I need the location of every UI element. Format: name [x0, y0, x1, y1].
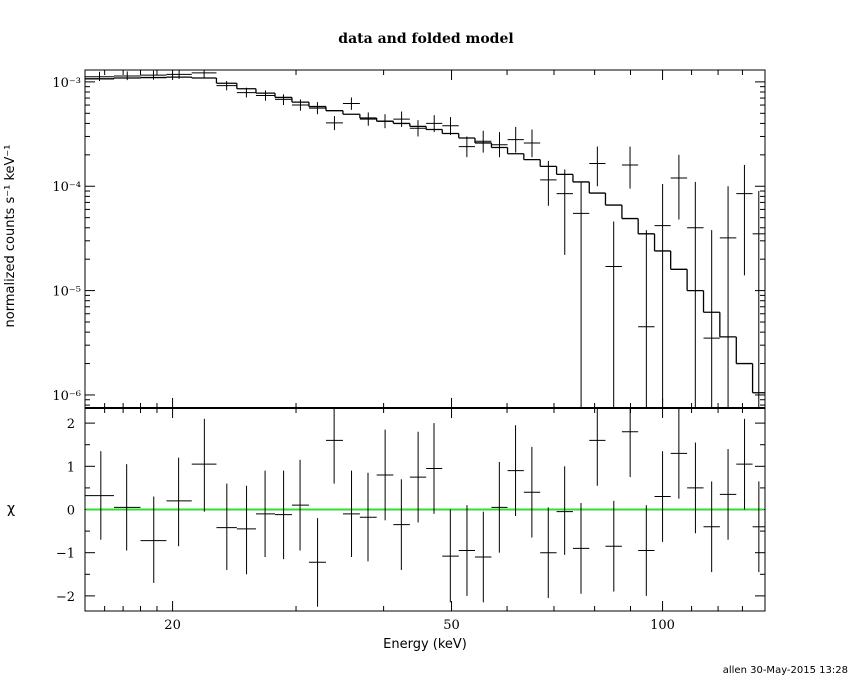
residual-data-point	[507, 425, 524, 516]
spectrum-data-point	[442, 117, 459, 135]
residual-data-point	[442, 509, 459, 603]
residual-data-point	[605, 500, 622, 592]
residual-data-point	[308, 518, 326, 607]
residual-data-point	[114, 464, 141, 551]
spectrum-data-point	[291, 99, 309, 111]
spectrum-data-point	[687, 181, 704, 408]
residual-data-point	[474, 511, 492, 603]
spectrum-data-point	[275, 94, 292, 106]
residual-data-point	[191, 418, 217, 512]
spectrum-data-point	[166, 70, 192, 79]
residual-data-point	[572, 503, 590, 594]
y-tick-label: −1	[56, 547, 75, 562]
residual-data-point	[654, 451, 671, 542]
residual-data-point	[670, 408, 688, 499]
y-tick-label: 0	[67, 504, 75, 519]
x-tick-label: 20	[164, 618, 181, 633]
residual-data-point	[166, 457, 192, 547]
spectrum-data-point	[255, 90, 276, 101]
residual-data-point	[325, 408, 343, 484]
spectrum-data-points	[85, 70, 765, 408]
spectrum-data-point	[572, 181, 590, 408]
footer-stamp: allen 30-May-2015 13:28	[723, 665, 848, 676]
residual-data-point	[255, 470, 276, 558]
spectrum-data-point	[409, 120, 427, 137]
x-axis-label: Energy (keV)	[383, 637, 467, 652]
residual-data-point	[216, 483, 237, 570]
spectrum-data-point	[540, 160, 557, 206]
spectrum-data-point	[703, 230, 720, 408]
spectrum-data-point	[325, 116, 343, 131]
spectrum-data-point	[523, 129, 541, 158]
residual-data-point	[236, 485, 256, 575]
y-tick-label: 10⁻⁵	[52, 285, 81, 300]
spectrum-data-point	[474, 130, 492, 153]
residual-data-point	[409, 431, 427, 523]
x-tick-label: 100	[650, 618, 675, 633]
spectrum-data-point	[376, 114, 394, 129]
spectrum-data-point	[556, 169, 573, 255]
residual-data-point	[491, 461, 508, 553]
spectrum-data-point	[85, 71, 115, 81]
spectrum-data-point	[393, 111, 410, 127]
spectrum-data-point	[359, 112, 377, 126]
residual-data-point	[393, 479, 410, 570]
spectrum-data-point	[752, 191, 765, 408]
spectrum-y-axis-label: normalized counts s⁻¹ keV⁻¹	[3, 145, 18, 328]
residual-data-point	[752, 481, 765, 573]
spectrum-data-point	[491, 132, 508, 158]
spectrum-data-point	[507, 126, 524, 153]
spectrum-data-point	[589, 146, 606, 187]
spectrum-data-point	[426, 115, 443, 133]
y-tick-label: −2	[56, 590, 75, 605]
residual-data-point	[426, 423, 443, 514]
spectrum-data-point	[342, 97, 360, 110]
spectrum-data-point	[191, 70, 217, 78]
residual-data-point	[719, 449, 737, 540]
y-tick-label: 2	[67, 417, 75, 432]
y-tick-label: 10⁻⁴	[52, 180, 81, 195]
spectrum-axis-ticks: 10⁻³ 10⁻⁴ 10⁻⁵ 10⁻⁶	[52, 70, 766, 408]
spectrum-data-point	[308, 102, 326, 115]
residual-data-point	[458, 505, 475, 596]
spectrum-data-point	[114, 71, 141, 81]
residual-data-point	[556, 466, 573, 555]
residual-y-axis-label: χ	[7, 501, 15, 517]
residual-data-point	[359, 472, 377, 562]
residual-data-point	[703, 481, 720, 573]
spectrum-data-point	[638, 230, 655, 408]
spectrum-data-point	[670, 154, 688, 220]
spectrum-data-point	[654, 184, 671, 408]
residual-data-point	[275, 470, 292, 560]
residual-data-point	[291, 459, 309, 551]
spectrum-data-point	[736, 164, 753, 276]
chart-title: data and folded model	[338, 31, 513, 47]
y-tick-label: 10⁻³	[52, 76, 81, 91]
y-tick-label: 10⁻⁶	[52, 389, 81, 404]
residual-data-point	[540, 507, 557, 599]
spectrum-data-point	[621, 146, 639, 189]
residual-data-points	[85, 408, 765, 607]
spectrum-data-point	[236, 87, 256, 98]
residual-data-point	[589, 408, 606, 486]
residual-data-point	[85, 451, 115, 540]
residual-data-point	[621, 408, 639, 478]
spectrum-data-point	[458, 136, 475, 158]
residual-data-point	[687, 442, 704, 534]
x-tick-label: 50	[443, 618, 460, 633]
spectrum-data-point	[216, 80, 237, 91]
spectrum-data-point	[719, 186, 737, 408]
residual-data-point	[140, 496, 167, 583]
spectrum-data-point	[605, 221, 622, 408]
residual-data-point	[523, 446, 541, 538]
residual-axis-ticks: 2 1 0 −1 −2 20 50 100	[56, 408, 766, 633]
residual-data-point	[342, 470, 360, 558]
y-tick-label: 1	[67, 460, 75, 475]
residual-data-point	[736, 418, 753, 510]
residual-data-point	[376, 429, 394, 521]
spectrum-data-point	[140, 70, 167, 80]
residual-data-point	[638, 505, 655, 596]
